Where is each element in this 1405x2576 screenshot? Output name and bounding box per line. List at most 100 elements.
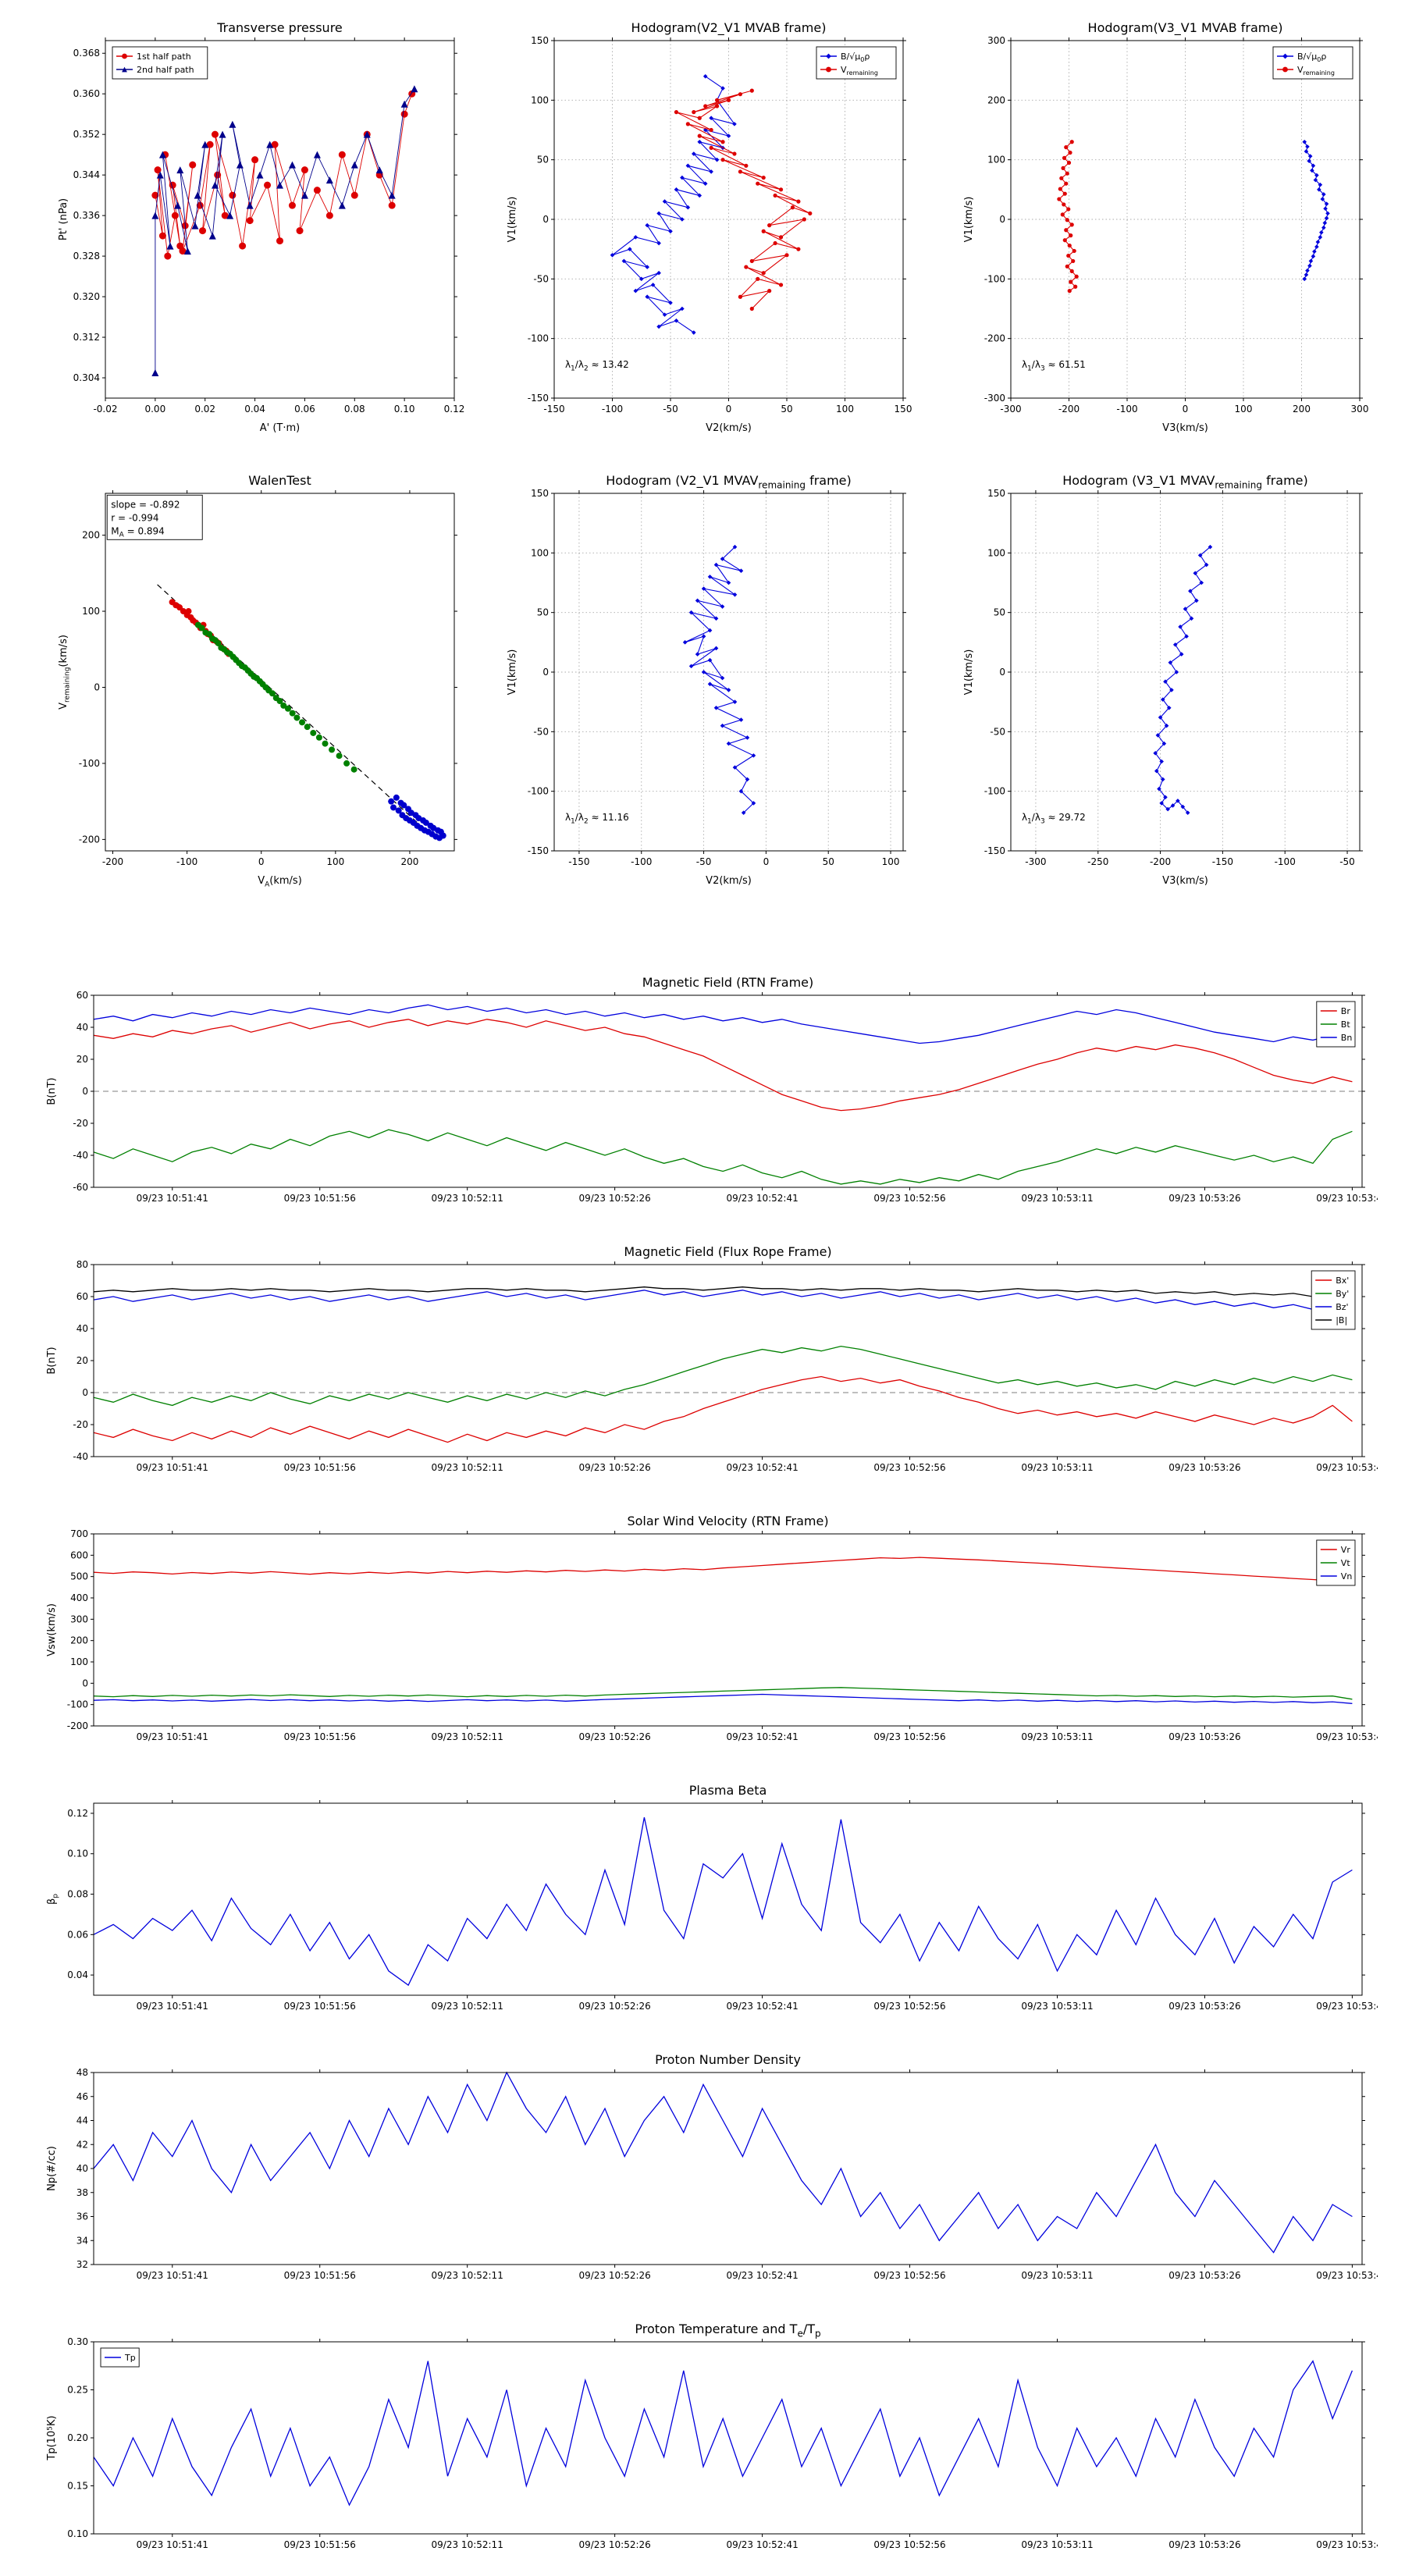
svg-text:VA(km/s): VA(km/s) [258, 875, 302, 889]
svg-text:-50: -50 [990, 726, 1005, 737]
svg-text:0: 0 [763, 856, 770, 867]
svg-text:09/23 10:52:26: 09/23 10:52:26 [578, 1193, 650, 1204]
svg-text:Hodogram (V3_V1 MVAVremaining: Hodogram (V3_V1 MVAVremaining frame) [1062, 473, 1308, 490]
svg-text:-100: -100 [1275, 856, 1296, 867]
svg-text:400: 400 [70, 1592, 88, 1603]
svg-text:Bt: Bt [1341, 1019, 1351, 1030]
svg-text:48: 48 [76, 2067, 88, 2078]
svg-text:V1(km/s): V1(km/s) [507, 197, 518, 243]
svg-text:λ1/λ2 ≈ 11.16: λ1/λ2 ≈ 11.16 [565, 812, 629, 825]
svg-text:09/23 10:52:41: 09/23 10:52:41 [726, 1462, 798, 1473]
svg-text:09/23 10:52:56: 09/23 10:52:56 [873, 2270, 945, 2281]
svg-text:Vt: Vt [1341, 1558, 1351, 1568]
panel-plasma-beta: 09/23 10:51:41 09/23 10:51:56 09/23 10:52:… [31, 1772, 1389, 2030]
svg-text:Vremaining(km/s): Vremaining(km/s) [58, 635, 72, 710]
svg-text:09/23 10:53:41: 09/23 10:53:41 [1316, 2001, 1378, 2012]
svg-text:100: 100 [836, 404, 854, 415]
svg-text:44: 44 [76, 2115, 88, 2126]
svg-text:-100: -100 [984, 273, 1005, 284]
svg-text:0: 0 [542, 667, 549, 678]
svg-text:V1(km/s): V1(km/s) [963, 649, 975, 696]
svg-text:0: 0 [999, 214, 1005, 225]
svg-text:-300: -300 [984, 393, 1005, 404]
svg-text:λ1/λ2 ≈ 13.42: λ1/λ2 ≈ 13.42 [565, 359, 629, 372]
svg-text:V1(km/s): V1(km/s) [507, 649, 518, 696]
svg-text:200: 200 [1293, 404, 1311, 415]
svg-text:0: 0 [94, 681, 100, 692]
svg-text:-100: -100 [67, 1699, 88, 1710]
svg-text:Magnetic Field (Flux Rope Fram: Magnetic Field (Flux Rope Frame) [624, 1244, 831, 1259]
svg-text:-100: -100 [1116, 404, 1137, 415]
svg-text:0: 0 [1183, 404, 1189, 415]
svg-text:B/√μ0ρ: B/√μ0ρ [841, 52, 870, 63]
svg-text:09/23 10:52:11: 09/23 10:52:11 [432, 2539, 503, 2550]
svg-text:0: 0 [999, 667, 1005, 678]
svg-text:36: 36 [76, 2211, 88, 2222]
svg-text:600: 600 [70, 1550, 88, 1560]
svg-text:700: 700 [70, 1528, 88, 1539]
svg-text:34: 34 [76, 2235, 88, 2246]
svg-text:0.312: 0.312 [73, 332, 100, 343]
svg-text:Tp(105K): Tp(105K) [46, 2415, 58, 2460]
svg-text:-150: -150 [568, 856, 589, 867]
svg-text:100: 100 [882, 856, 900, 867]
svg-text:0.360: 0.360 [73, 88, 100, 99]
svg-text:09/23 10:53:11: 09/23 10:53:11 [1021, 1462, 1093, 1473]
svg-text:-60: -60 [73, 1182, 88, 1193]
svg-text:100: 100 [326, 856, 344, 867]
svg-text:40: 40 [76, 2163, 88, 2174]
svg-text:-100: -100 [528, 333, 549, 344]
svg-text:B(nT): B(nT) [46, 1077, 58, 1105]
svg-text:09/23 10:53:41: 09/23 10:53:41 [1316, 2539, 1378, 2550]
svg-text:09/23 10:51:41: 09/23 10:51:41 [137, 1462, 208, 1473]
plot-walen-test: -200 -100 0 100 200 -200 -100 0 100 200 WalenTest V… [43, 462, 468, 899]
svg-text:-100: -100 [984, 786, 1005, 797]
svg-text:100: 100 [82, 606, 100, 617]
svg-text:0.10: 0.10 [67, 2528, 88, 2539]
svg-text:Pt' (nPa): Pt' (nPa) [58, 198, 69, 240]
svg-text:100: 100 [70, 1656, 88, 1667]
svg-text:0.368: 0.368 [73, 48, 100, 59]
svg-text:80: 80 [76, 1259, 88, 1270]
svg-text:-150: -150 [1212, 856, 1233, 867]
svg-text:r = -0.994: r = -0.994 [111, 512, 158, 523]
svg-text:MA = 0.894: MA = 0.894 [111, 525, 165, 539]
svg-text:-150: -150 [528, 845, 549, 856]
svg-text:Vremaining: Vremaining [841, 65, 878, 76]
svg-text:0.08: 0.08 [67, 1889, 88, 1900]
svg-text:100: 100 [1235, 404, 1253, 415]
svg-text:-200: -200 [67, 1720, 88, 1731]
svg-text:09/23 10:53:26: 09/23 10:53:26 [1168, 1193, 1240, 1204]
svg-text:Vn: Vn [1341, 1571, 1353, 1582]
svg-text:100: 100 [531, 547, 549, 558]
svg-text:09/23 10:51:56: 09/23 10:51:56 [284, 2270, 356, 2281]
svg-text:150: 150 [895, 404, 912, 415]
svg-text:0: 0 [82, 1387, 88, 1398]
svg-text:0: 0 [82, 1678, 88, 1688]
svg-text:09/23 10:51:41: 09/23 10:51:41 [137, 1731, 208, 1742]
svg-text:46: 46 [76, 2091, 88, 2102]
svg-text:0.08: 0.08 [344, 404, 365, 415]
svg-text:0: 0 [82, 1086, 88, 1097]
svg-text:09/23 10:53:26: 09/23 10:53:26 [1168, 2001, 1240, 2012]
svg-text:-20: -20 [73, 1419, 88, 1430]
svg-text:-40: -40 [73, 1451, 88, 1462]
svg-text:0.20: 0.20 [67, 2432, 88, 2443]
svg-text:09/23 10:53:11: 09/23 10:53:11 [1021, 2270, 1093, 2281]
plot-transverse-pressure: -0.02 0.00 0.02 0.04 0.06 0.08 0.10 0.12 0.304 0.… [43, 9, 468, 447]
svg-text:Transverse pressure: Transverse pressure [216, 20, 343, 35]
svg-text:09/23 10:51:56: 09/23 10:51:56 [284, 1193, 356, 1204]
svg-text:Vr: Vr [1341, 1545, 1351, 1555]
svg-text:Hodogram (V2_V1 MVAVremaining: Hodogram (V2_V1 MVAVremaining frame) [606, 473, 852, 490]
svg-text:09/23 10:51:56: 09/23 10:51:56 [284, 1731, 356, 1742]
svg-text:0.328: 0.328 [73, 251, 100, 262]
svg-text:60: 60 [76, 1291, 88, 1302]
svg-text:|B|: |B| [1336, 1315, 1347, 1325]
svg-text:09/23 10:52:56: 09/23 10:52:56 [873, 1193, 945, 1204]
svg-text:0: 0 [726, 404, 732, 415]
svg-text:09/23 10:52:41: 09/23 10:52:41 [726, 2539, 798, 2550]
svg-text:1st half path: 1st half path [137, 52, 191, 62]
svg-text:By': By' [1336, 1289, 1349, 1299]
plot-hodogram-v2v1-mvav: -150 -100 -50 0 50 100 -150 -100 -50 0 50 100 150 Hod… [492, 462, 917, 899]
svg-text:Bz': Bz' [1336, 1302, 1348, 1312]
